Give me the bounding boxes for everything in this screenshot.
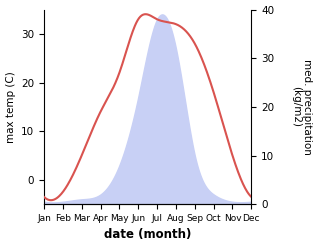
Y-axis label: med. precipitation
(kg/m2): med. precipitation (kg/m2) xyxy=(291,59,313,155)
Y-axis label: max temp (C): max temp (C) xyxy=(5,71,16,143)
X-axis label: date (month): date (month) xyxy=(104,228,191,242)
